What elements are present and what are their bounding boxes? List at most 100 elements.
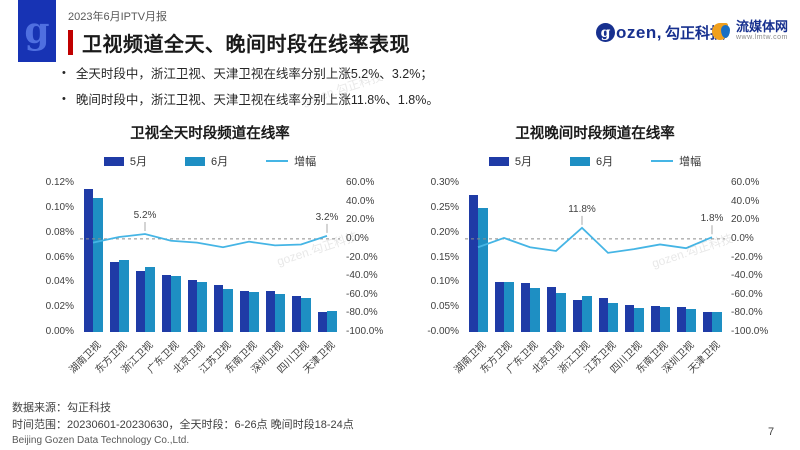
bar-5月-东南卫视 bbox=[239, 291, 249, 332]
y-axis-tick-right: -100.0% bbox=[346, 326, 384, 337]
gozen-brand-cjk: 勾正科技 bbox=[664, 25, 725, 42]
x-axis-labels: 湖南卫视 东方卫视 广东卫视 北京卫视 浙江卫视 江苏卫视 四川卫视 东南卫视 深圳卫视 天津卫视 bbox=[453, 334, 725, 396]
legend-label-may: 5月 bbox=[129, 156, 147, 168]
legend-item-may: 5月 bbox=[103, 153, 147, 169]
report-label: 2023年6月IPTV月报 bbox=[68, 11, 168, 23]
bar-5月-东南卫视 bbox=[650, 306, 660, 332]
bar-5月-浙江卫视 bbox=[572, 299, 582, 332]
chart-allday-online-rate: 卫视全天时段频道在线率 5月 6月 增幅 0.12% 0.10% 0.08% 0.06… bbox=[30, 120, 420, 398]
y-axis-tick-right: 40.0% bbox=[346, 195, 375, 207]
y-axis-tick-right: -60.0% bbox=[731, 288, 763, 300]
bar-6月-广东卫视 bbox=[171, 276, 181, 332]
y-axis-tick-right: 20.0% bbox=[346, 214, 375, 226]
footer: 数据来源：勾正科技 时间范围：20230601-20230630，全天时段：6-… bbox=[12, 400, 354, 448]
bar-5月-江苏卫视 bbox=[213, 284, 223, 332]
y-axis-tick-left: 0.10% bbox=[430, 276, 459, 288]
y-axis-left: 0.30% 0.25% 0.20% 0.15% 0.10% 0.05% -0.00% bbox=[415, 178, 459, 337]
y-axis-tick-left: 0.05% bbox=[430, 301, 459, 313]
x-axis-labels: 湖南卫视 东方卫视 浙江卫视 广东卫视 北京卫视 江苏卫视 东南卫视 深圳卫视 四川卫视 天津卫视 bbox=[68, 334, 340, 396]
legend-swatch-may bbox=[488, 156, 509, 166]
bar-5月-北京卫视 bbox=[546, 286, 556, 332]
bar-5月-深圳卫视 bbox=[676, 306, 686, 332]
legend-item-may: 5月 bbox=[488, 153, 532, 169]
gozen-brand-logo: g ozen, 勾正科技 bbox=[596, 22, 725, 43]
growth-annotation: 5.2% bbox=[133, 210, 157, 222]
lmtw-name: 流媒体网 bbox=[736, 19, 789, 34]
bar-5月-四川卫视 bbox=[291, 296, 301, 332]
y-axis-tick-right: 40.0% bbox=[731, 195, 760, 207]
bullet-dot: • bbox=[62, 67, 66, 79]
y-axis-tick-right: -80.0% bbox=[731, 307, 763, 319]
y-axis-tick-left: 0.00% bbox=[45, 326, 74, 337]
legend-label-may: 5月 bbox=[514, 156, 532, 168]
bullet-allday: • 全天时段中，浙江卫视、天津卫视在线率分别上涨5.2%、3.2%； bbox=[62, 66, 439, 82]
title-row: 卫视频道全天、晚间时段在线率表现 bbox=[68, 28, 410, 57]
gozen-g-icon: g bbox=[24, 10, 50, 52]
y-axis-tick-right: -40.0% bbox=[731, 270, 763, 282]
legend-swatch-growth-line bbox=[651, 160, 674, 162]
y-axis-tick-left: 0.25% bbox=[430, 201, 459, 213]
bar-5月-东方卫视 bbox=[109, 262, 119, 332]
bar-6月-天津卫视 bbox=[712, 311, 722, 332]
bar-5月-广东卫视 bbox=[161, 274, 171, 332]
growth-annotation: 11.8% bbox=[568, 203, 596, 215]
bar-5月-广东卫视 bbox=[520, 283, 530, 332]
legend-item-growth: 增幅 bbox=[266, 153, 316, 169]
bar-6月-广东卫视 bbox=[530, 287, 540, 332]
lmtw-brand-logo: 流媒体网 www.lmtw.com bbox=[712, 19, 789, 42]
legend: 5月 6月 增幅 bbox=[70, 153, 350, 169]
y-axis-tick-left: -0.00% bbox=[427, 326, 459, 337]
bar-5月-浙江卫视 bbox=[135, 271, 145, 332]
bar-6月-东南卫视 bbox=[660, 307, 670, 332]
bar-6月-江苏卫视 bbox=[223, 288, 233, 332]
bar-6月-北京卫视 bbox=[197, 282, 207, 332]
bar-6月-湖南卫视 bbox=[478, 207, 488, 332]
y-axis-tick-right: -80.0% bbox=[346, 307, 378, 319]
growth-annotation: 3.2% bbox=[315, 211, 339, 223]
y-axis-tick-right: -40.0% bbox=[346, 270, 378, 282]
chart-title: 卫视全天时段频道在线率 bbox=[130, 126, 290, 142]
bar-6月-东南卫视 bbox=[249, 292, 259, 332]
legend-swatch-may bbox=[103, 156, 124, 166]
bar-6月-天津卫视 bbox=[327, 310, 337, 332]
bar-5月-北京卫视 bbox=[187, 279, 197, 332]
y-axis-tick-left: 0.12% bbox=[45, 177, 74, 188]
bar-6月-浙江卫视 bbox=[145, 267, 155, 332]
legend-swatch-growth-line bbox=[266, 160, 289, 162]
y-axis-tick-right: 0.0% bbox=[346, 232, 369, 244]
plot-area: 11.8% 1.8% bbox=[465, 183, 725, 332]
bar-6月-浙江卫视 bbox=[582, 295, 592, 332]
y-axis-tick-left: 0.15% bbox=[430, 251, 459, 263]
time-range-line: 时间范围：20230601-20230630，全天时段：6-26点 晚间时段18… bbox=[12, 418, 354, 431]
bar-6月-东方卫视 bbox=[119, 259, 129, 332]
lmtw-url: www.lmtw.com bbox=[736, 34, 788, 42]
bar-6月-四川卫视 bbox=[301, 298, 311, 332]
y-axis-tick-left: 0.08% bbox=[45, 226, 74, 238]
y-axis-tick-left: 0.02% bbox=[45, 301, 74, 313]
y-axis-tick-right: -20.0% bbox=[346, 251, 378, 263]
bar-5月-四川卫视 bbox=[624, 304, 634, 332]
gozen-logo-mark: g bbox=[18, 0, 56, 62]
growth-annotation: 1.8% bbox=[700, 213, 724, 225]
summary-bullets: • 全天时段中，浙江卫视、天津卫视在线率分别上涨5.2%、3.2%； • 晚间时… bbox=[62, 66, 439, 119]
legend-label-growth: 增幅 bbox=[679, 156, 702, 168]
bar-6月-湖南卫视 bbox=[93, 197, 103, 332]
y-axis-tick-right: 60.0% bbox=[731, 177, 760, 188]
y-axis-tick-left: 0.20% bbox=[430, 226, 459, 238]
bar-5月-天津卫视 bbox=[702, 312, 712, 332]
drop-shape bbox=[721, 24, 730, 38]
y-axis-tick-right: -60.0% bbox=[346, 288, 378, 300]
data-source-line: 数据来源：勾正科技 bbox=[12, 402, 111, 414]
legend-item-jun: 6月 bbox=[185, 153, 228, 169]
y-axis-tick-right: 60.0% bbox=[346, 177, 375, 188]
title-accent-bar bbox=[68, 30, 73, 55]
bar-6月-深圳卫视 bbox=[275, 293, 285, 332]
y-axis-tick-right: -20.0% bbox=[731, 251, 763, 263]
legend-swatch-jun bbox=[185, 156, 205, 166]
lmtw-flame-icon bbox=[712, 21, 732, 41]
company-line: Beijing Gozen Data Technology Co.,Ltd. bbox=[12, 435, 190, 446]
bar-5月-湖南卫视 bbox=[83, 189, 93, 332]
bar-5月-东方卫视 bbox=[494, 282, 504, 332]
bar-5月-天津卫视 bbox=[317, 311, 327, 332]
bar-6月-北京卫视 bbox=[556, 292, 566, 332]
